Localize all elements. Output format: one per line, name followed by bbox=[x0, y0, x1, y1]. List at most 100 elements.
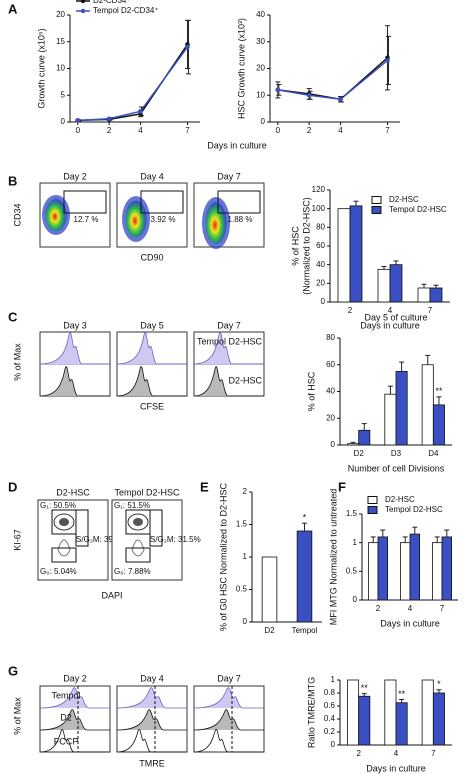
series-label: D2 bbox=[60, 712, 72, 722]
error-bar bbox=[393, 260, 399, 265]
series-label: Tempol D2-HSC bbox=[197, 336, 263, 346]
bar bbox=[441, 536, 453, 601]
x-tick-label: 4 bbox=[388, 306, 393, 315]
group-label: Tempol D2-HSC bbox=[114, 487, 180, 497]
error-bar bbox=[302, 522, 307, 531]
y-axis-label: KI-67 bbox=[12, 529, 22, 551]
gate-label: 3.92 % bbox=[151, 215, 176, 224]
histogram bbox=[39, 709, 110, 731]
legend-swatch bbox=[371, 206, 382, 214]
y-axis-label: % of HSC bbox=[306, 371, 316, 411]
significance: ** bbox=[361, 683, 369, 693]
day-label: Day 7 bbox=[217, 673, 241, 683]
y-axis-label: CD34 bbox=[12, 203, 22, 226]
point bbox=[275, 87, 281, 93]
y-tick-label: 60 bbox=[326, 360, 335, 369]
panel-label: D bbox=[8, 479, 17, 494]
histogram bbox=[39, 366, 110, 397]
point bbox=[106, 116, 112, 122]
x-axis-label: CD90 bbox=[140, 252, 163, 262]
y-tick-label: 0 bbox=[353, 595, 358, 604]
bar bbox=[384, 679, 397, 746]
series-label: D2-HSC bbox=[228, 375, 262, 385]
gate-label: G₁: 50.5% bbox=[40, 501, 76, 510]
y-tick-label: 40 bbox=[316, 260, 325, 269]
y-tick-label: 20 bbox=[326, 413, 335, 422]
y-tick-label: 0 bbox=[243, 617, 248, 626]
bar bbox=[432, 692, 445, 746]
day-label: Day 2 bbox=[63, 673, 87, 683]
series-label: Tempol bbox=[51, 690, 80, 700]
x-tick-label: 7 bbox=[185, 126, 190, 135]
bar bbox=[384, 393, 397, 446]
legend-swatch bbox=[367, 506, 378, 514]
panel-label: G bbox=[8, 663, 18, 678]
point bbox=[385, 58, 390, 63]
gate-label: G₀: 7.88% bbox=[114, 567, 151, 576]
bar bbox=[347, 679, 360, 746]
error-bar bbox=[436, 689, 442, 693]
point bbox=[138, 109, 143, 114]
y-tick-label: 1.5 bbox=[236, 520, 248, 529]
y-tick-label: 0.5 bbox=[236, 585, 248, 594]
error-bar bbox=[399, 699, 405, 703]
x-tick-label: D4 bbox=[428, 449, 439, 458]
panel-label: F bbox=[338, 479, 346, 494]
histogram bbox=[116, 687, 187, 709]
error-bar bbox=[444, 529, 450, 537]
day-label: Day 4 bbox=[140, 171, 164, 181]
bar bbox=[347, 443, 360, 446]
y-tick-label: 100 bbox=[312, 204, 326, 213]
x-tick-label: 7 bbox=[428, 306, 433, 315]
x-tick-label: 2 bbox=[348, 306, 353, 315]
error-bar bbox=[412, 526, 418, 535]
contour bbox=[57, 539, 71, 557]
day-label: Day 3 bbox=[63, 320, 87, 330]
point bbox=[75, 118, 81, 123]
y-axis-label: Growth curve (x10⁵) bbox=[36, 28, 46, 108]
legend-swatch bbox=[371, 196, 382, 204]
y-tick-label: 20 bbox=[56, 10, 65, 19]
contour bbox=[53, 513, 75, 531]
contour bbox=[131, 539, 145, 557]
line bbox=[77, 44, 189, 122]
y-tick-label: 1 bbox=[353, 538, 358, 547]
legend-swatch bbox=[80, 8, 86, 14]
y-tick-label: 10 bbox=[256, 90, 265, 99]
y-tick-label: 0.6 bbox=[324, 701, 336, 710]
contour bbox=[59, 518, 69, 526]
day-label: Day 2 bbox=[63, 171, 87, 181]
x-tick-label: 4 bbox=[408, 604, 413, 613]
bar bbox=[431, 542, 443, 601]
contour bbox=[127, 513, 149, 531]
plot-frame bbox=[37, 499, 109, 581]
error-bar bbox=[433, 284, 439, 288]
x-tick-label: 0 bbox=[76, 126, 81, 135]
histogram bbox=[116, 366, 187, 397]
y-tick-label: 0.5 bbox=[346, 566, 358, 575]
legend-swatch bbox=[367, 496, 378, 504]
significance: ** bbox=[398, 689, 406, 699]
y-tick-label: 80 bbox=[316, 222, 325, 231]
bar bbox=[261, 556, 278, 623]
x-axis-label: Days in culture bbox=[366, 763, 426, 773]
line bbox=[277, 59, 388, 101]
x-tick-label: D3 bbox=[391, 449, 402, 458]
error-bar bbox=[387, 385, 393, 395]
bar bbox=[399, 542, 411, 601]
point bbox=[338, 96, 343, 102]
y-tick-label: 40 bbox=[326, 387, 335, 396]
x-axis-label: Days in culture bbox=[207, 140, 267, 150]
x-tick-label: 2 bbox=[376, 604, 381, 613]
error-bar bbox=[361, 423, 367, 431]
panel-label: A bbox=[8, 1, 18, 16]
error-bar bbox=[434, 536, 440, 543]
y-axis-label: % of HSC bbox=[290, 226, 300, 266]
y-tick-label: 1.5 bbox=[346, 509, 358, 518]
y-tick-label: 5 bbox=[61, 90, 66, 99]
bar bbox=[296, 530, 313, 623]
histogram bbox=[193, 729, 264, 753]
y-tick-label: 40 bbox=[256, 10, 265, 19]
x-tick-label: 4 bbox=[338, 126, 343, 135]
